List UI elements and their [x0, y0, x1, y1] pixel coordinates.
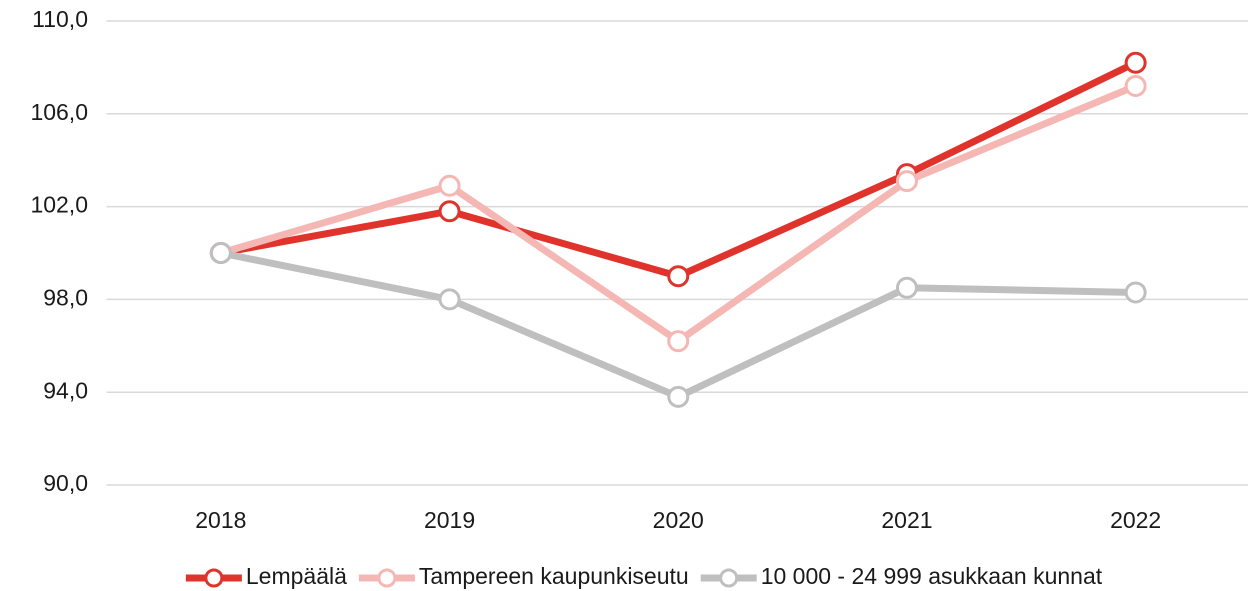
legend-label: Tampereen kaupunkiseutu: [419, 563, 689, 589]
point: [1124, 74, 1147, 97]
point: [895, 170, 918, 193]
y-tick-label: 90,0: [43, 470, 88, 496]
legend-marker: [377, 568, 397, 588]
legend-item: Tampereen kaupunkiseutu: [358, 563, 689, 589]
point: [667, 265, 690, 288]
legend-label: 10 000 - 24 999 asukkaan kunnat: [761, 563, 1103, 589]
series-line: [220, 59, 1138, 280]
x-tick-label: 2020: [653, 507, 704, 533]
point: [438, 174, 461, 197]
legend-item: Lempäälä: [185, 563, 347, 589]
point: [667, 385, 690, 408]
legend-item: 10 000 - 24 999 asukkaan kunnat: [700, 563, 1103, 589]
x-tick-label: 2018: [195, 507, 246, 533]
legend-marker: [719, 568, 739, 588]
y-tick-label: 106,0: [30, 99, 88, 125]
point: [895, 276, 918, 299]
point: [438, 200, 461, 223]
point: [438, 288, 461, 311]
y-tick-label: 110,0: [32, 6, 88, 32]
y-tick-label: 94,0: [43, 377, 88, 403]
x-tick-label: 2021: [881, 507, 932, 533]
point: [1124, 51, 1147, 74]
x-tick-label: 2022: [1110, 507, 1161, 533]
legend-label: Lempäälä: [246, 563, 347, 589]
point: [209, 242, 232, 264]
legend-marker: [204, 568, 224, 588]
point: [667, 330, 690, 353]
x-tick-label: 2019: [424, 507, 475, 533]
y-tick-label: 98,0: [43, 284, 88, 310]
y-tick-label: 102,0: [30, 192, 88, 218]
series-line: [219, 82, 1137, 345]
point: [1124, 281, 1147, 304]
